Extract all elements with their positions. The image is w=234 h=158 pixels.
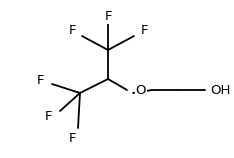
- Text: F: F: [68, 24, 76, 37]
- Text: F: F: [68, 131, 76, 145]
- Text: O: O: [136, 83, 146, 97]
- Text: F: F: [140, 24, 148, 37]
- Text: F: F: [36, 75, 44, 88]
- Text: F: F: [104, 9, 112, 22]
- Text: OH: OH: [210, 83, 230, 97]
- Text: F: F: [44, 109, 52, 122]
